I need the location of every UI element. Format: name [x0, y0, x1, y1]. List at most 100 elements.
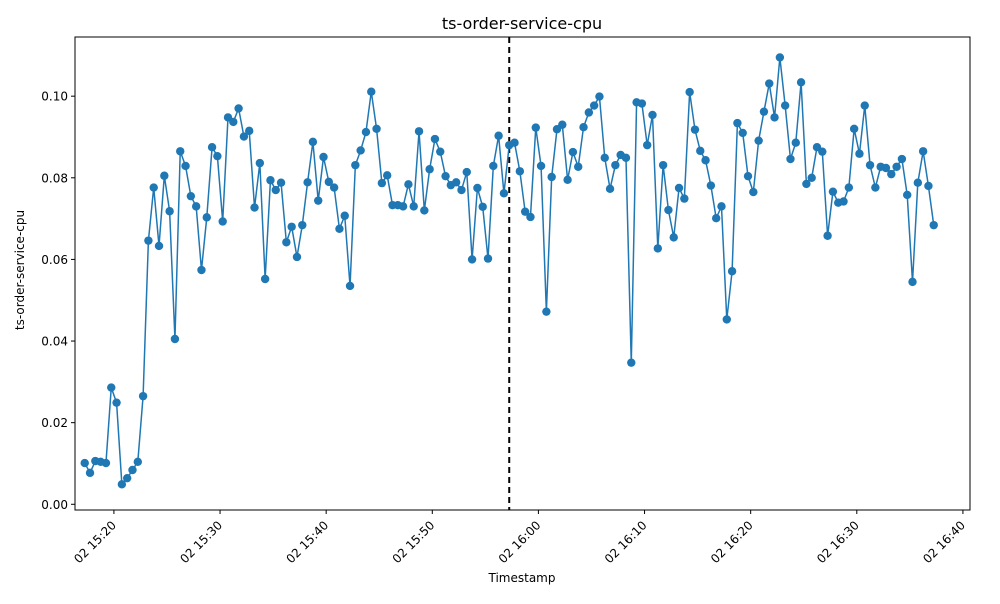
data-point: [680, 194, 689, 203]
data-point: [430, 134, 440, 144]
data-point: [542, 307, 551, 316]
data-point: [738, 128, 747, 138]
data-point: [627, 358, 636, 367]
data-point: [266, 176, 275, 185]
y-axis-label: ts-order-service-cpu: [13, 210, 27, 330]
data-point: [207, 142, 217, 152]
data-point: [398, 202, 408, 211]
data-point: [727, 267, 737, 276]
data-point: [287, 222, 296, 231]
data-point: [229, 117, 238, 127]
data-point: [181, 161, 190, 171]
x-tick-label: 02 15:20: [71, 518, 119, 566]
y-tick-label: 0.08: [41, 171, 68, 185]
data-point: [414, 127, 424, 136]
data-point: [186, 191, 196, 201]
data-point: [112, 398, 121, 407]
data-point: [584, 108, 594, 117]
data-point: [643, 140, 652, 150]
data-point: [80, 458, 89, 468]
data-point: [637, 99, 647, 108]
data-point: [308, 137, 318, 147]
data-point: [276, 178, 286, 187]
data-point: [563, 175, 572, 185]
data-point: [154, 241, 164, 251]
data-point: [844, 183, 854, 192]
data-point: [780, 101, 790, 110]
data-point: [85, 468, 95, 478]
data-point: [467, 255, 477, 264]
data-point: [191, 202, 201, 211]
data-point: [536, 161, 546, 171]
data-point: [828, 187, 838, 196]
data-point: [696, 146, 705, 156]
data-point: [345, 281, 355, 291]
data-point: [743, 171, 753, 181]
data-point: [770, 113, 779, 122]
data-point: [462, 167, 471, 177]
data-point: [409, 202, 418, 211]
data-point: [558, 120, 567, 129]
data-point: [754, 136, 763, 145]
data-point: [478, 202, 487, 211]
data-point: [600, 153, 609, 162]
data-point: [324, 177, 334, 187]
data-point: [107, 383, 116, 392]
data-point: [234, 104, 243, 113]
data-point: [887, 169, 896, 179]
data-point: [818, 147, 827, 156]
data-point: [319, 152, 328, 162]
data-point: [425, 165, 434, 174]
x-tick-label: 02 16:10: [602, 518, 650, 566]
data-point: [823, 231, 832, 240]
data-point: [589, 101, 599, 110]
data-point: [255, 158, 265, 168]
data-point: [122, 473, 132, 483]
data-point: [271, 185, 280, 195]
data-point: [733, 118, 742, 128]
data-point: [775, 53, 785, 62]
data-point: [839, 197, 848, 206]
data-point: [117, 480, 127, 489]
data-point: [314, 196, 323, 205]
data-point: [574, 162, 583, 171]
data-point: [685, 87, 694, 97]
data-point: [605, 184, 615, 194]
data-point: [807, 173, 816, 182]
data-point: [881, 163, 891, 173]
data-point: [531, 123, 540, 132]
x-tick-label: 02 15:50: [390, 518, 438, 566]
data-point: [706, 181, 716, 190]
data-point: [340, 211, 349, 220]
plot-area: [74, 36, 971, 511]
data-point: [176, 147, 185, 156]
data-point: [611, 160, 620, 170]
data-point: [908, 277, 917, 287]
data-point: [871, 183, 880, 192]
data-point: [250, 203, 259, 212]
data-point: [918, 147, 928, 156]
data-point: [149, 183, 158, 192]
x-tick-label: 02 16:20: [708, 518, 756, 566]
x-tick-label: 02 15:30: [177, 518, 225, 566]
data-point: [144, 236, 153, 245]
data-point: [138, 391, 148, 401]
data-point: [547, 172, 556, 182]
data-point: [515, 167, 525, 176]
data-point: [579, 122, 588, 132]
x-tick-label: 02 16:00: [496, 518, 544, 566]
x-tick-label: 02 16:40: [920, 518, 968, 566]
data-point: [526, 212, 535, 222]
data-point: [489, 161, 498, 171]
data-point: [372, 124, 381, 134]
data-point: [202, 213, 211, 222]
data-point: [292, 252, 302, 262]
y-axis: 0.00 0.02 0.04 0.06 0.08 0.10: [41, 90, 75, 512]
data-point: [903, 190, 912, 200]
data-point: [303, 178, 312, 187]
data-point: [473, 183, 482, 193]
data-point: [260, 274, 270, 284]
chart-title: ts-order-service-cpu: [442, 14, 602, 33]
data-point: [335, 224, 344, 234]
